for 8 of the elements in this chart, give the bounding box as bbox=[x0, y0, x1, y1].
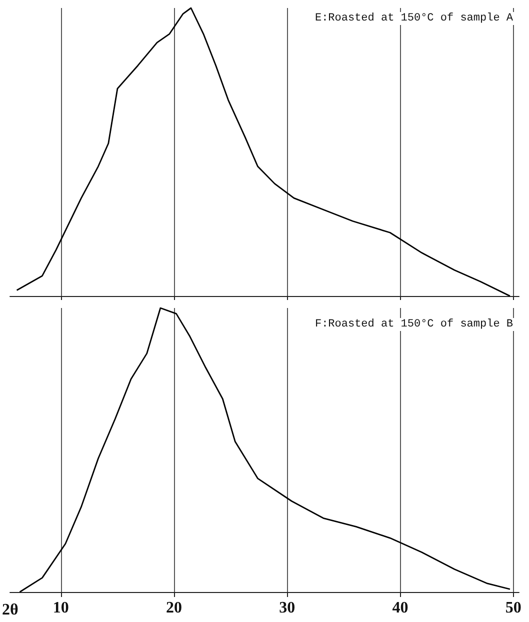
chart-title: E:Roasted at 150°C of sample A bbox=[314, 12, 514, 24]
x-tick-label: 50 bbox=[505, 600, 522, 616]
x-tick-label: 30 bbox=[279, 600, 296, 616]
x-tick-label: 40 bbox=[392, 600, 408, 616]
x-tick-label: 10 bbox=[52, 600, 69, 616]
x-axis-title: 2θ bbox=[2, 602, 18, 618]
x-tick-label: 20 bbox=[166, 600, 182, 616]
text: F:Roasted at 150°C of sample B bbox=[314, 318, 514, 330]
